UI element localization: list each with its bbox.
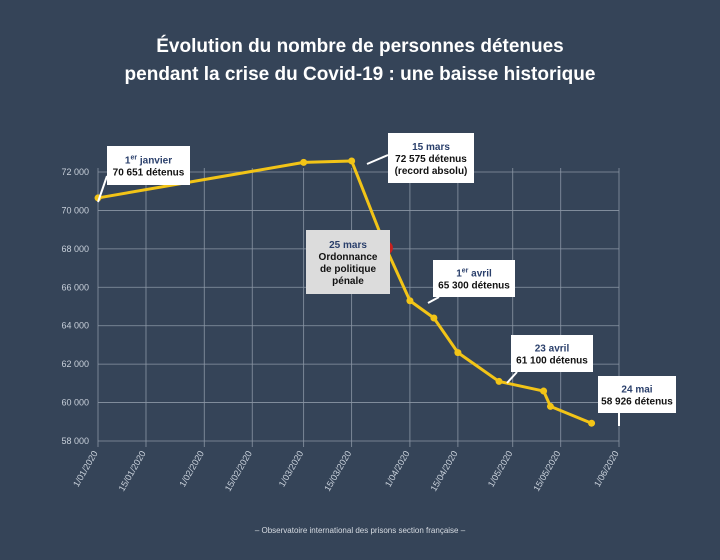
data-point bbox=[348, 157, 356, 165]
data-point bbox=[540, 387, 548, 395]
annotation-date: 15 mars bbox=[412, 142, 450, 153]
annotation-text: 61 100 détenus bbox=[516, 356, 588, 367]
x-tick-label: 1/01/2020 bbox=[71, 449, 100, 489]
annotation-date: 1er avril bbox=[456, 268, 492, 280]
y-tick-label: 72 000 bbox=[61, 167, 89, 177]
x-tick-label: 15/04/2020 bbox=[428, 449, 459, 493]
y-tick-label: 62 000 bbox=[61, 359, 89, 369]
y-tick-label: 70 000 bbox=[61, 205, 89, 215]
annotation-bg bbox=[388, 133, 474, 183]
annotation-bg bbox=[433, 260, 515, 297]
annotation-text: 65 300 détenus bbox=[438, 281, 510, 292]
annotation-pointer bbox=[506, 371, 518, 384]
annotation-date: 1er janvier bbox=[125, 155, 172, 167]
x-tick-label: 1/03/2020 bbox=[277, 449, 306, 489]
grid: 58 000 60 000 62 000 64 000 66 000 68 000 70 0… bbox=[61, 167, 620, 493]
annotation-pointer bbox=[97, 175, 108, 203]
x-tick-label: 15/05/2020 bbox=[531, 449, 562, 493]
y-tick-label: 68 000 bbox=[61, 244, 89, 254]
data-point bbox=[495, 377, 503, 385]
annotation-text: 72 575 détenus bbox=[395, 154, 467, 165]
annotation-date: 23 avril bbox=[535, 344, 570, 355]
x-tick-label: 1/06/2020 bbox=[592, 449, 621, 489]
annotation-bg bbox=[598, 376, 676, 413]
x-tick-label: 15/01/2020 bbox=[117, 449, 148, 493]
annotation-text: Ordonnance bbox=[319, 252, 378, 263]
annotation-pointer bbox=[366, 154, 389, 165]
x-tick-label: 1/02/2020 bbox=[177, 449, 206, 489]
y-tick-label: 58 000 bbox=[61, 436, 89, 446]
annotation-bg bbox=[306, 230, 390, 294]
chart-title-line2: pendant la crise du Covid-19 : une baiss… bbox=[125, 64, 596, 85]
chart-title-line1: Évolution du nombre de personnes détenue… bbox=[156, 35, 564, 57]
annotation-text: de politique bbox=[320, 264, 377, 275]
y-tick-label: 60 000 bbox=[61, 398, 89, 408]
data-point bbox=[454, 349, 462, 357]
annotation-text: (record absolu) bbox=[395, 166, 468, 177]
annotation-date: 24 mai bbox=[621, 385, 652, 396]
data-point bbox=[430, 314, 438, 322]
data-point bbox=[300, 158, 308, 166]
data-point bbox=[546, 402, 554, 410]
annotation-bg bbox=[107, 146, 190, 185]
data-point bbox=[406, 297, 414, 305]
x-tick-label: 1/05/2020 bbox=[486, 449, 515, 489]
annotation-pointer bbox=[427, 296, 440, 304]
footer-credit: – Observatoire international des prisons… bbox=[255, 526, 466, 535]
data-point bbox=[588, 419, 596, 427]
annotation-text: 58 926 détenus bbox=[601, 397, 673, 408]
x-tick-label: 15/02/2020 bbox=[223, 449, 254, 493]
x-tick-label: 15/03/2020 bbox=[322, 449, 353, 493]
annotation-bg bbox=[511, 335, 593, 372]
annotation-text: pénale bbox=[332, 276, 364, 287]
y-tick-label: 66 000 bbox=[61, 282, 89, 292]
annotation-text: 70 651 détenus bbox=[113, 168, 185, 179]
annotation-date: 25 mars bbox=[329, 240, 367, 251]
x-tick-label: 1/04/2020 bbox=[383, 449, 412, 489]
y-tick-label: 64 000 bbox=[61, 321, 89, 331]
